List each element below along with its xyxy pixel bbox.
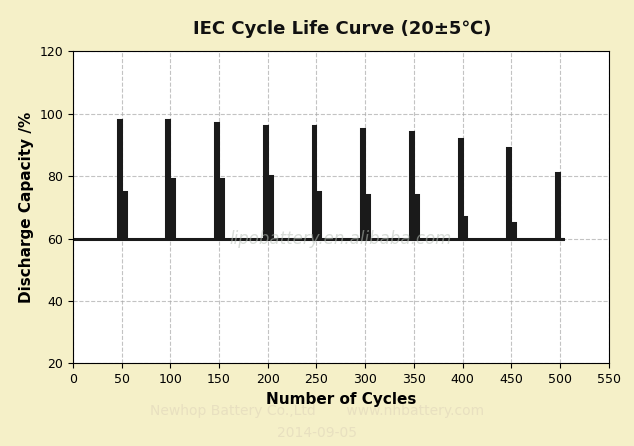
Text: lipobattery.en.alibaba.com: lipobattery.en.alibaba.com <box>230 230 452 248</box>
Y-axis label: Discharge Capacity /%: Discharge Capacity /% <box>19 112 34 303</box>
Text: IEC Cycle Life Curve (20±5℃): IEC Cycle Life Curve (20±5℃) <box>193 20 491 38</box>
Text: Newhop Battery Co.,Ltd       www.nhbattery.com: Newhop Battery Co.,Ltd www.nhbattery.com <box>150 404 484 418</box>
X-axis label: Number of Cycles: Number of Cycles <box>266 392 416 407</box>
Text: 2014-09-05: 2014-09-05 <box>277 425 357 440</box>
